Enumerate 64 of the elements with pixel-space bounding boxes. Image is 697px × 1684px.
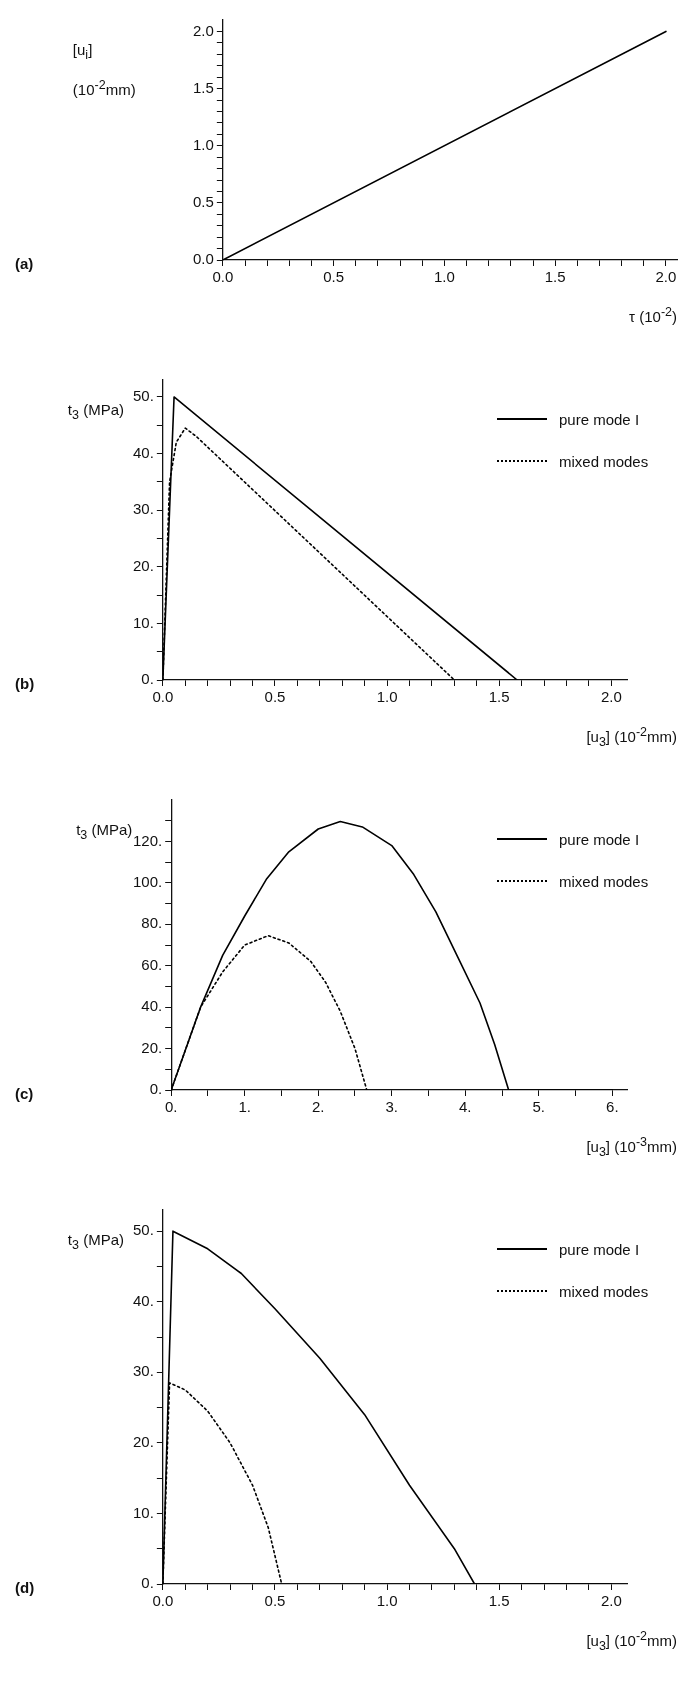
y-tick-label: 0.: [149, 1080, 163, 1098]
x-tick-label: 1.5: [488, 688, 510, 706]
y-tick-label: 1.5: [192, 78, 214, 96]
x-tick-label: 0.0: [152, 688, 174, 706]
x-tick-label: 0.0: [152, 1592, 174, 1610]
y-axis-title: t$_{3}$ (MPa): [67, 400, 125, 424]
x-tick-label: 0.5: [323, 268, 345, 286]
x-axis-title: [u$_{3}$] (10$^{-3}$mm): [586, 1135, 677, 1159]
x-tick-label: 2.: [311, 1098, 325, 1116]
text: (d): [15, 1579, 35, 1596]
y-tick-label: 80.: [141, 914, 163, 932]
y-tick-label: 2.0: [192, 21, 214, 39]
y-tick-label: 20.: [132, 1433, 154, 1451]
y-tick-label: 120.: [132, 831, 163, 849]
y-tick-label: 30.: [132, 500, 154, 518]
x-tick-label: 3.: [385, 1098, 398, 1116]
x-tick-label: 1.0: [433, 268, 455, 286]
x-tick-label: 0.5: [264, 1592, 286, 1610]
x-tick-label: 0.0: [212, 268, 234, 286]
text: (c): [15, 1085, 34, 1102]
x-tick-label: 1.0: [376, 688, 398, 706]
y-tick-label: 0.: [141, 1574, 154, 1592]
x-axis-title: [u$_{3}$] (10$^{-2}$mm): [586, 1629, 677, 1653]
legend-label: pure mode I: [559, 830, 640, 848]
text: [u$_{i}$] (10$^{-2}$mm): [72, 41, 136, 98]
x-tick-label: 2.0: [600, 688, 622, 706]
y-tick-label: 0.0: [192, 250, 214, 268]
y-tick-label: 0.: [141, 670, 154, 688]
x-tick-label: 2.0: [655, 268, 677, 286]
legend-label: mixed modes: [559, 452, 649, 470]
y-tick-label: 20.: [141, 1038, 163, 1056]
y-tick-label: 50.: [132, 387, 154, 405]
x-tick-label: 0.: [164, 1098, 178, 1116]
y-tick-label: 0.5: [192, 193, 214, 210]
x-tick-label: 2.0: [600, 1592, 622, 1610]
y-tick-label: 50.: [132, 1221, 154, 1239]
legend-label: mixed modes: [559, 872, 649, 890]
y-tick-label: 20.: [132, 556, 154, 574]
y-tick-label: 30.: [132, 1362, 154, 1380]
text: (b): [15, 675, 35, 692]
x-tick-label: 1.5: [544, 268, 566, 286]
x-tick-label: 0.5: [264, 688, 286, 706]
x-axis-title: τ (10$^{-2}$): [629, 305, 677, 325]
legend-label: pure mode I: [559, 1240, 640, 1258]
x-axis-title: [u$_{3}$] (10$^{-2}$mm): [586, 725, 677, 749]
x-tick-label: 1.: [238, 1098, 251, 1116]
y-tick-label: 10.: [132, 1503, 154, 1521]
y-axis-title: t$_{3}$ (MPa): [76, 821, 133, 842]
legend-label: pure mode I: [559, 410, 640, 428]
y-tick-label: 100.: [132, 873, 163, 890]
x-tick-label: 1.0: [376, 1592, 398, 1610]
y-tick-label: 40.: [132, 443, 154, 461]
y-axis-title: t$_{3}$ (MPa): [67, 1230, 125, 1254]
x-tick-label: 1.5: [488, 1592, 510, 1610]
x-tick-label: 6.: [606, 1098, 619, 1116]
y-tick-label: 1.0: [192, 135, 214, 153]
x-tick-label: 5.: [532, 1098, 546, 1116]
y-tick-label: 40.: [141, 997, 163, 1015]
legend-label: mixed modes: [559, 1282, 649, 1300]
x-tick-label: 4.: [459, 1098, 472, 1116]
y-tick-label: 40.: [132, 1291, 154, 1309]
y-tick-label: 10.: [132, 613, 154, 631]
y-tick-label: 60.: [141, 955, 163, 973]
text: (a): [15, 255, 34, 272]
